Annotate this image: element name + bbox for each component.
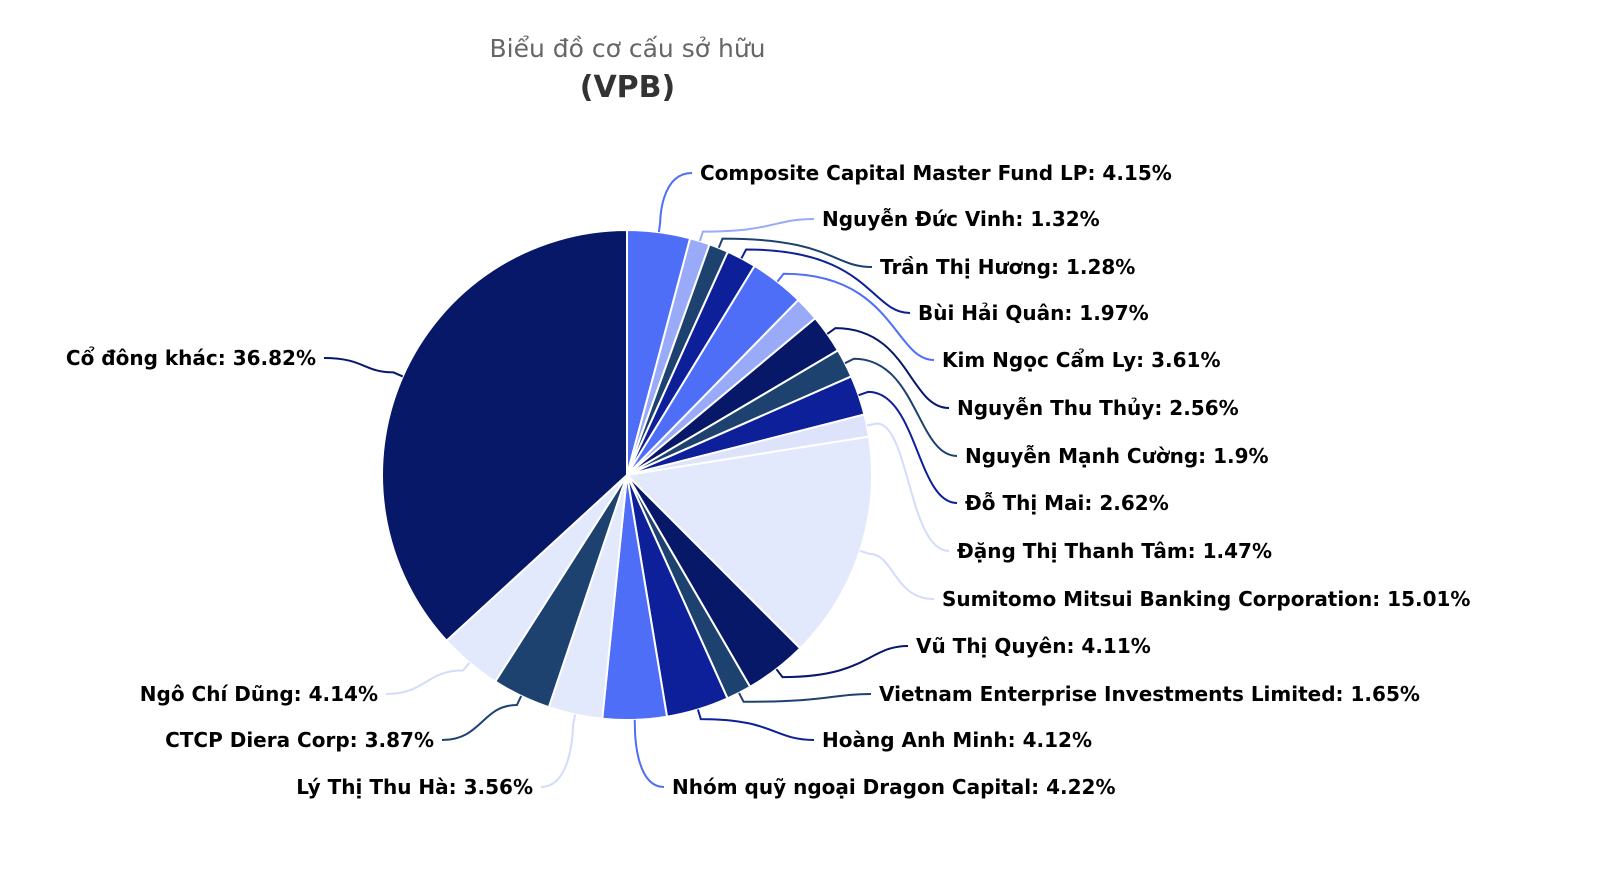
leader-line bbox=[323, 357, 404, 378]
data-label: Lý Thị Thu Hà: 3.56% bbox=[296, 775, 533, 799]
leader-line bbox=[844, 357, 958, 457]
leader-line bbox=[657, 172, 693, 233]
pie-slices bbox=[381, 229, 873, 721]
data-label: CTCP Diera Corp: 3.87% bbox=[165, 728, 434, 752]
leader-line bbox=[738, 692, 872, 703]
data-label: Trần Thị Hương: 1.28% bbox=[880, 255, 1135, 279]
leader-lines bbox=[323, 172, 958, 788]
leader-line bbox=[866, 422, 950, 552]
leader-line bbox=[826, 327, 950, 409]
data-label: Đặng Thị Thanh Tâm: 1.47% bbox=[957, 539, 1272, 563]
data-label: Nguyễn Mạnh Cường: 1.9% bbox=[965, 444, 1269, 468]
data-label: Cổ đông khác: 36.82% bbox=[66, 346, 316, 370]
leader-line bbox=[385, 662, 471, 695]
data-label: Đỗ Thị Mai: 2.62% bbox=[965, 491, 1169, 515]
leader-line bbox=[633, 719, 665, 788]
leader-line bbox=[858, 390, 958, 504]
data-label: Vietnam Enterprise Investments Limited: … bbox=[879, 682, 1420, 706]
data-label: Hoàng Anh Minh: 4.12% bbox=[822, 728, 1092, 752]
data-label: Composite Capital Master Fund LP: 4.15% bbox=[700, 161, 1172, 185]
leader-line bbox=[696, 709, 815, 741]
data-label: Vũ Thị Quyên: 4.11% bbox=[916, 634, 1151, 658]
data-label: Sumitomo Mitsui Banking Corporation: 15.… bbox=[942, 587, 1470, 611]
leader-line bbox=[540, 714, 577, 788]
data-labels: Composite Capital Master Fund LP: 4.15% N… bbox=[65, 160, 1472, 800]
data-label: Nguyễn Đức Vinh: 1.32% bbox=[822, 207, 1100, 231]
data-label: Bùi Hải Quân: 1.97% bbox=[918, 301, 1149, 325]
chart-subtitle: (VPB) bbox=[579, 70, 676, 105]
data-label: Nguyễn Thu Thủy: 2.56% bbox=[957, 396, 1239, 420]
leader-line bbox=[698, 218, 815, 242]
leader-line bbox=[859, 549, 935, 600]
data-label: Kim Ngọc Cẩm Ly: 3.61% bbox=[942, 348, 1221, 372]
data-label: Ngô Chí Dũng: 4.14% bbox=[140, 682, 378, 706]
chart-title: Biểu đồ cơ cấu sở hữu bbox=[489, 34, 766, 63]
pie-slice[interactable] bbox=[626, 435, 873, 650]
leader-line bbox=[775, 645, 909, 679]
leader-line bbox=[776, 272, 935, 361]
leader-line bbox=[717, 237, 873, 268]
data-label: Nhóm quỹ ngoại Dragon Capital: 4.22% bbox=[672, 775, 1116, 799]
pie-slice[interactable] bbox=[381, 229, 628, 642]
leader-line bbox=[740, 248, 911, 314]
leader-line bbox=[441, 695, 523, 741]
